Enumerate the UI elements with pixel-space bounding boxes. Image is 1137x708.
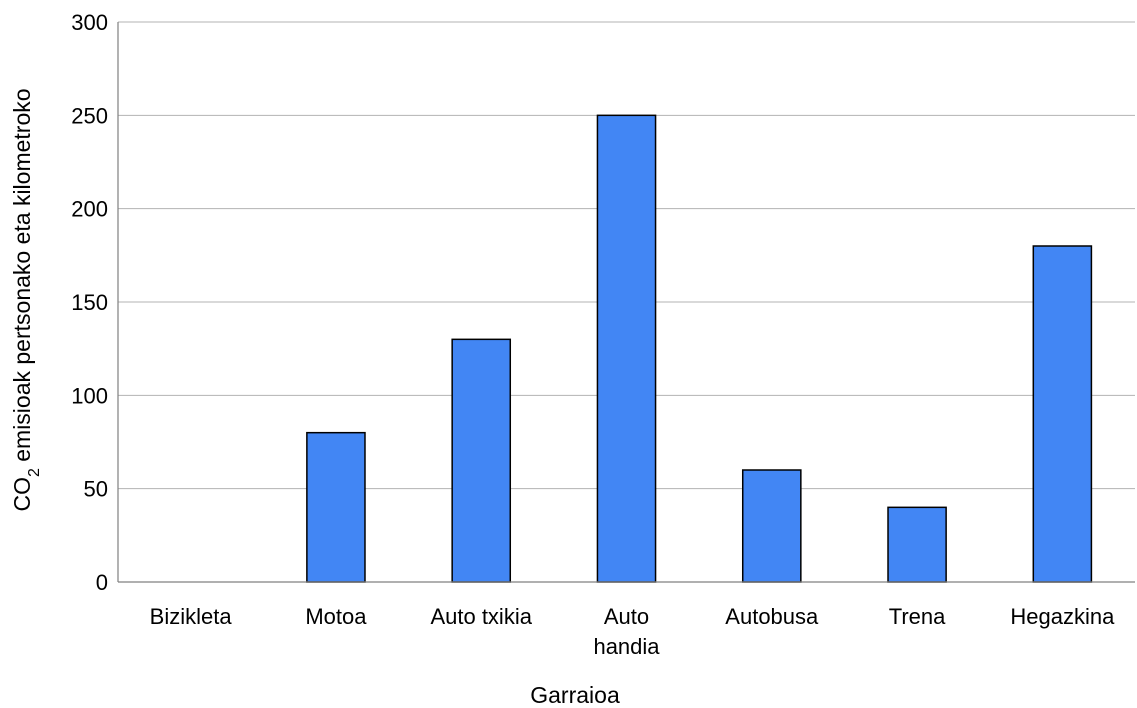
bar [596,114,657,583]
x-tick-label: Auto handia [593,604,660,659]
y-tick-label: 50 [84,477,108,502]
y-tick-label: 100 [71,383,108,408]
x-axis-title: Garraioa [530,682,620,708]
x-tick-label: Autobusa [725,604,819,629]
bar [451,338,512,583]
y-axis-title-prefix: CO [9,477,35,512]
y-tick-label: 150 [71,290,108,315]
x-tick-label: Trena [889,604,946,629]
x-tick-label: Auto txikia [430,604,532,629]
axes [117,22,1135,583]
bar [887,506,947,583]
y-axis-title-suffix: emisioak pertsonako eta kilometroko [9,88,35,468]
y-tick-label: 300 [71,10,108,35]
x-tick-label: Hegazkina [1010,604,1115,629]
bar [741,469,802,583]
y-axis-title: CO2 emisioak pertsonako eta kilometroko [9,88,43,511]
bar [306,431,366,583]
y-axis-title-subscript: 2 [26,468,43,477]
bar [1032,245,1093,583]
y-tick-label: 250 [71,103,108,128]
y-tick-label: 0 [96,570,108,595]
bars [306,114,1093,583]
y-tick-label: 200 [71,197,108,222]
x-tick-label: Motoa [305,604,367,629]
x-tick-label: Bizikleta [150,604,233,629]
y-tick-labels: 0 50 100 150 200 250 300 [71,10,108,595]
x-tick-labels: Bizikleta Motoa Auto txikia Auto handia Autob… [150,604,1115,659]
